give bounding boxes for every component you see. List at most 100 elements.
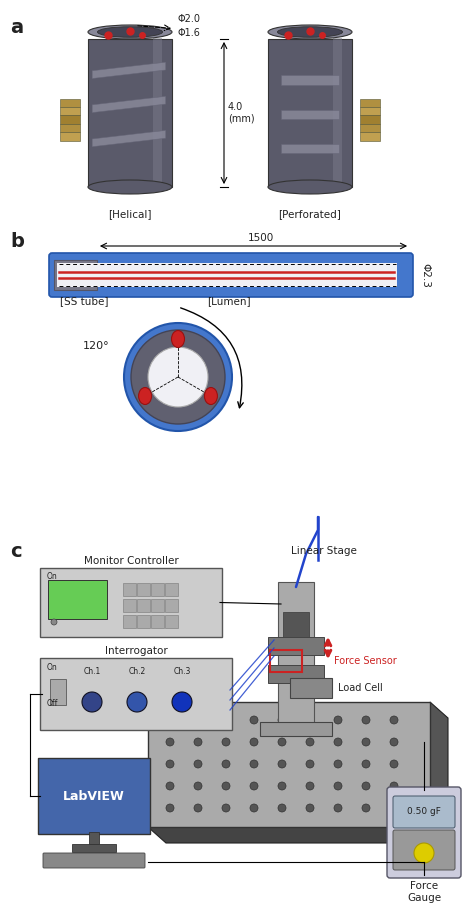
- Text: b: b: [10, 232, 24, 251]
- Ellipse shape: [88, 180, 172, 194]
- FancyBboxPatch shape: [393, 796, 455, 828]
- Text: Off: Off: [47, 699, 58, 708]
- Circle shape: [306, 716, 314, 724]
- Circle shape: [390, 738, 398, 746]
- Circle shape: [362, 804, 370, 812]
- Circle shape: [334, 804, 342, 812]
- FancyBboxPatch shape: [49, 253, 413, 297]
- Text: Monitor Controller: Monitor Controller: [83, 556, 178, 566]
- Circle shape: [390, 760, 398, 768]
- Ellipse shape: [88, 25, 172, 39]
- FancyBboxPatch shape: [151, 599, 164, 612]
- Circle shape: [250, 716, 258, 724]
- Circle shape: [362, 738, 370, 746]
- Text: 4.0
(mm): 4.0 (mm): [228, 102, 255, 124]
- Ellipse shape: [172, 331, 184, 348]
- Circle shape: [222, 782, 230, 790]
- Ellipse shape: [98, 27, 163, 37]
- Circle shape: [306, 738, 314, 746]
- Circle shape: [166, 738, 174, 746]
- Circle shape: [194, 716, 202, 724]
- Polygon shape: [92, 130, 166, 147]
- Circle shape: [334, 782, 342, 790]
- Circle shape: [250, 760, 258, 768]
- Circle shape: [250, 782, 258, 790]
- Text: a: a: [10, 18, 23, 37]
- Circle shape: [222, 738, 230, 746]
- Circle shape: [278, 804, 286, 812]
- Text: Φ1.6: Φ1.6: [178, 28, 201, 38]
- Bar: [360, 107, 380, 115]
- FancyBboxPatch shape: [393, 830, 455, 870]
- FancyBboxPatch shape: [137, 599, 150, 612]
- Bar: [60, 132, 80, 140]
- FancyBboxPatch shape: [281, 110, 339, 119]
- Ellipse shape: [268, 180, 352, 194]
- Bar: [360, 132, 380, 140]
- FancyBboxPatch shape: [283, 612, 309, 647]
- Circle shape: [250, 804, 258, 812]
- Text: Φ2.0: Φ2.0: [178, 14, 201, 24]
- Bar: [360, 124, 380, 132]
- Circle shape: [306, 804, 314, 812]
- Circle shape: [362, 716, 370, 724]
- Polygon shape: [92, 96, 166, 112]
- Polygon shape: [148, 827, 448, 843]
- Circle shape: [131, 330, 225, 424]
- FancyBboxPatch shape: [123, 583, 136, 596]
- Ellipse shape: [138, 388, 152, 404]
- Text: 120°: 120°: [83, 341, 109, 351]
- Circle shape: [222, 804, 230, 812]
- Text: On: On: [47, 572, 58, 581]
- FancyBboxPatch shape: [268, 665, 324, 683]
- Circle shape: [362, 760, 370, 768]
- FancyBboxPatch shape: [48, 580, 107, 619]
- Circle shape: [194, 760, 202, 768]
- FancyBboxPatch shape: [43, 853, 145, 868]
- Text: 0.50 gF: 0.50 gF: [407, 807, 441, 816]
- Text: [Perforated]: [Perforated]: [279, 209, 341, 219]
- Circle shape: [166, 782, 174, 790]
- Circle shape: [194, 738, 202, 746]
- FancyBboxPatch shape: [260, 722, 332, 736]
- FancyBboxPatch shape: [165, 583, 178, 596]
- Circle shape: [166, 804, 174, 812]
- FancyBboxPatch shape: [123, 599, 136, 612]
- Polygon shape: [430, 702, 448, 843]
- Circle shape: [222, 760, 230, 768]
- Text: 1500: 1500: [248, 233, 274, 243]
- FancyBboxPatch shape: [165, 615, 178, 628]
- Ellipse shape: [204, 388, 218, 404]
- FancyBboxPatch shape: [137, 583, 150, 596]
- Ellipse shape: [277, 27, 343, 37]
- Circle shape: [390, 716, 398, 724]
- Circle shape: [172, 692, 192, 712]
- FancyBboxPatch shape: [281, 75, 339, 84]
- Circle shape: [278, 716, 286, 724]
- Ellipse shape: [268, 25, 352, 39]
- Polygon shape: [92, 63, 166, 79]
- Bar: [60, 99, 80, 107]
- Circle shape: [414, 843, 434, 863]
- Circle shape: [334, 716, 342, 724]
- FancyBboxPatch shape: [387, 787, 461, 878]
- Text: On: On: [47, 663, 58, 672]
- Circle shape: [124, 323, 232, 431]
- FancyBboxPatch shape: [137, 615, 150, 628]
- Circle shape: [82, 692, 102, 712]
- Text: [SS tube]: [SS tube]: [60, 296, 109, 306]
- FancyBboxPatch shape: [290, 678, 332, 698]
- Circle shape: [278, 782, 286, 790]
- Circle shape: [51, 619, 57, 625]
- FancyBboxPatch shape: [151, 583, 164, 596]
- Circle shape: [166, 716, 174, 724]
- Bar: [60, 124, 80, 132]
- Text: LabVIEW: LabVIEW: [63, 789, 125, 803]
- FancyBboxPatch shape: [333, 38, 342, 188]
- FancyBboxPatch shape: [165, 599, 178, 612]
- FancyBboxPatch shape: [38, 758, 150, 834]
- Circle shape: [278, 738, 286, 746]
- Circle shape: [390, 804, 398, 812]
- Text: Force Sensor: Force Sensor: [334, 656, 397, 666]
- Text: [Helical]: [Helical]: [108, 209, 152, 219]
